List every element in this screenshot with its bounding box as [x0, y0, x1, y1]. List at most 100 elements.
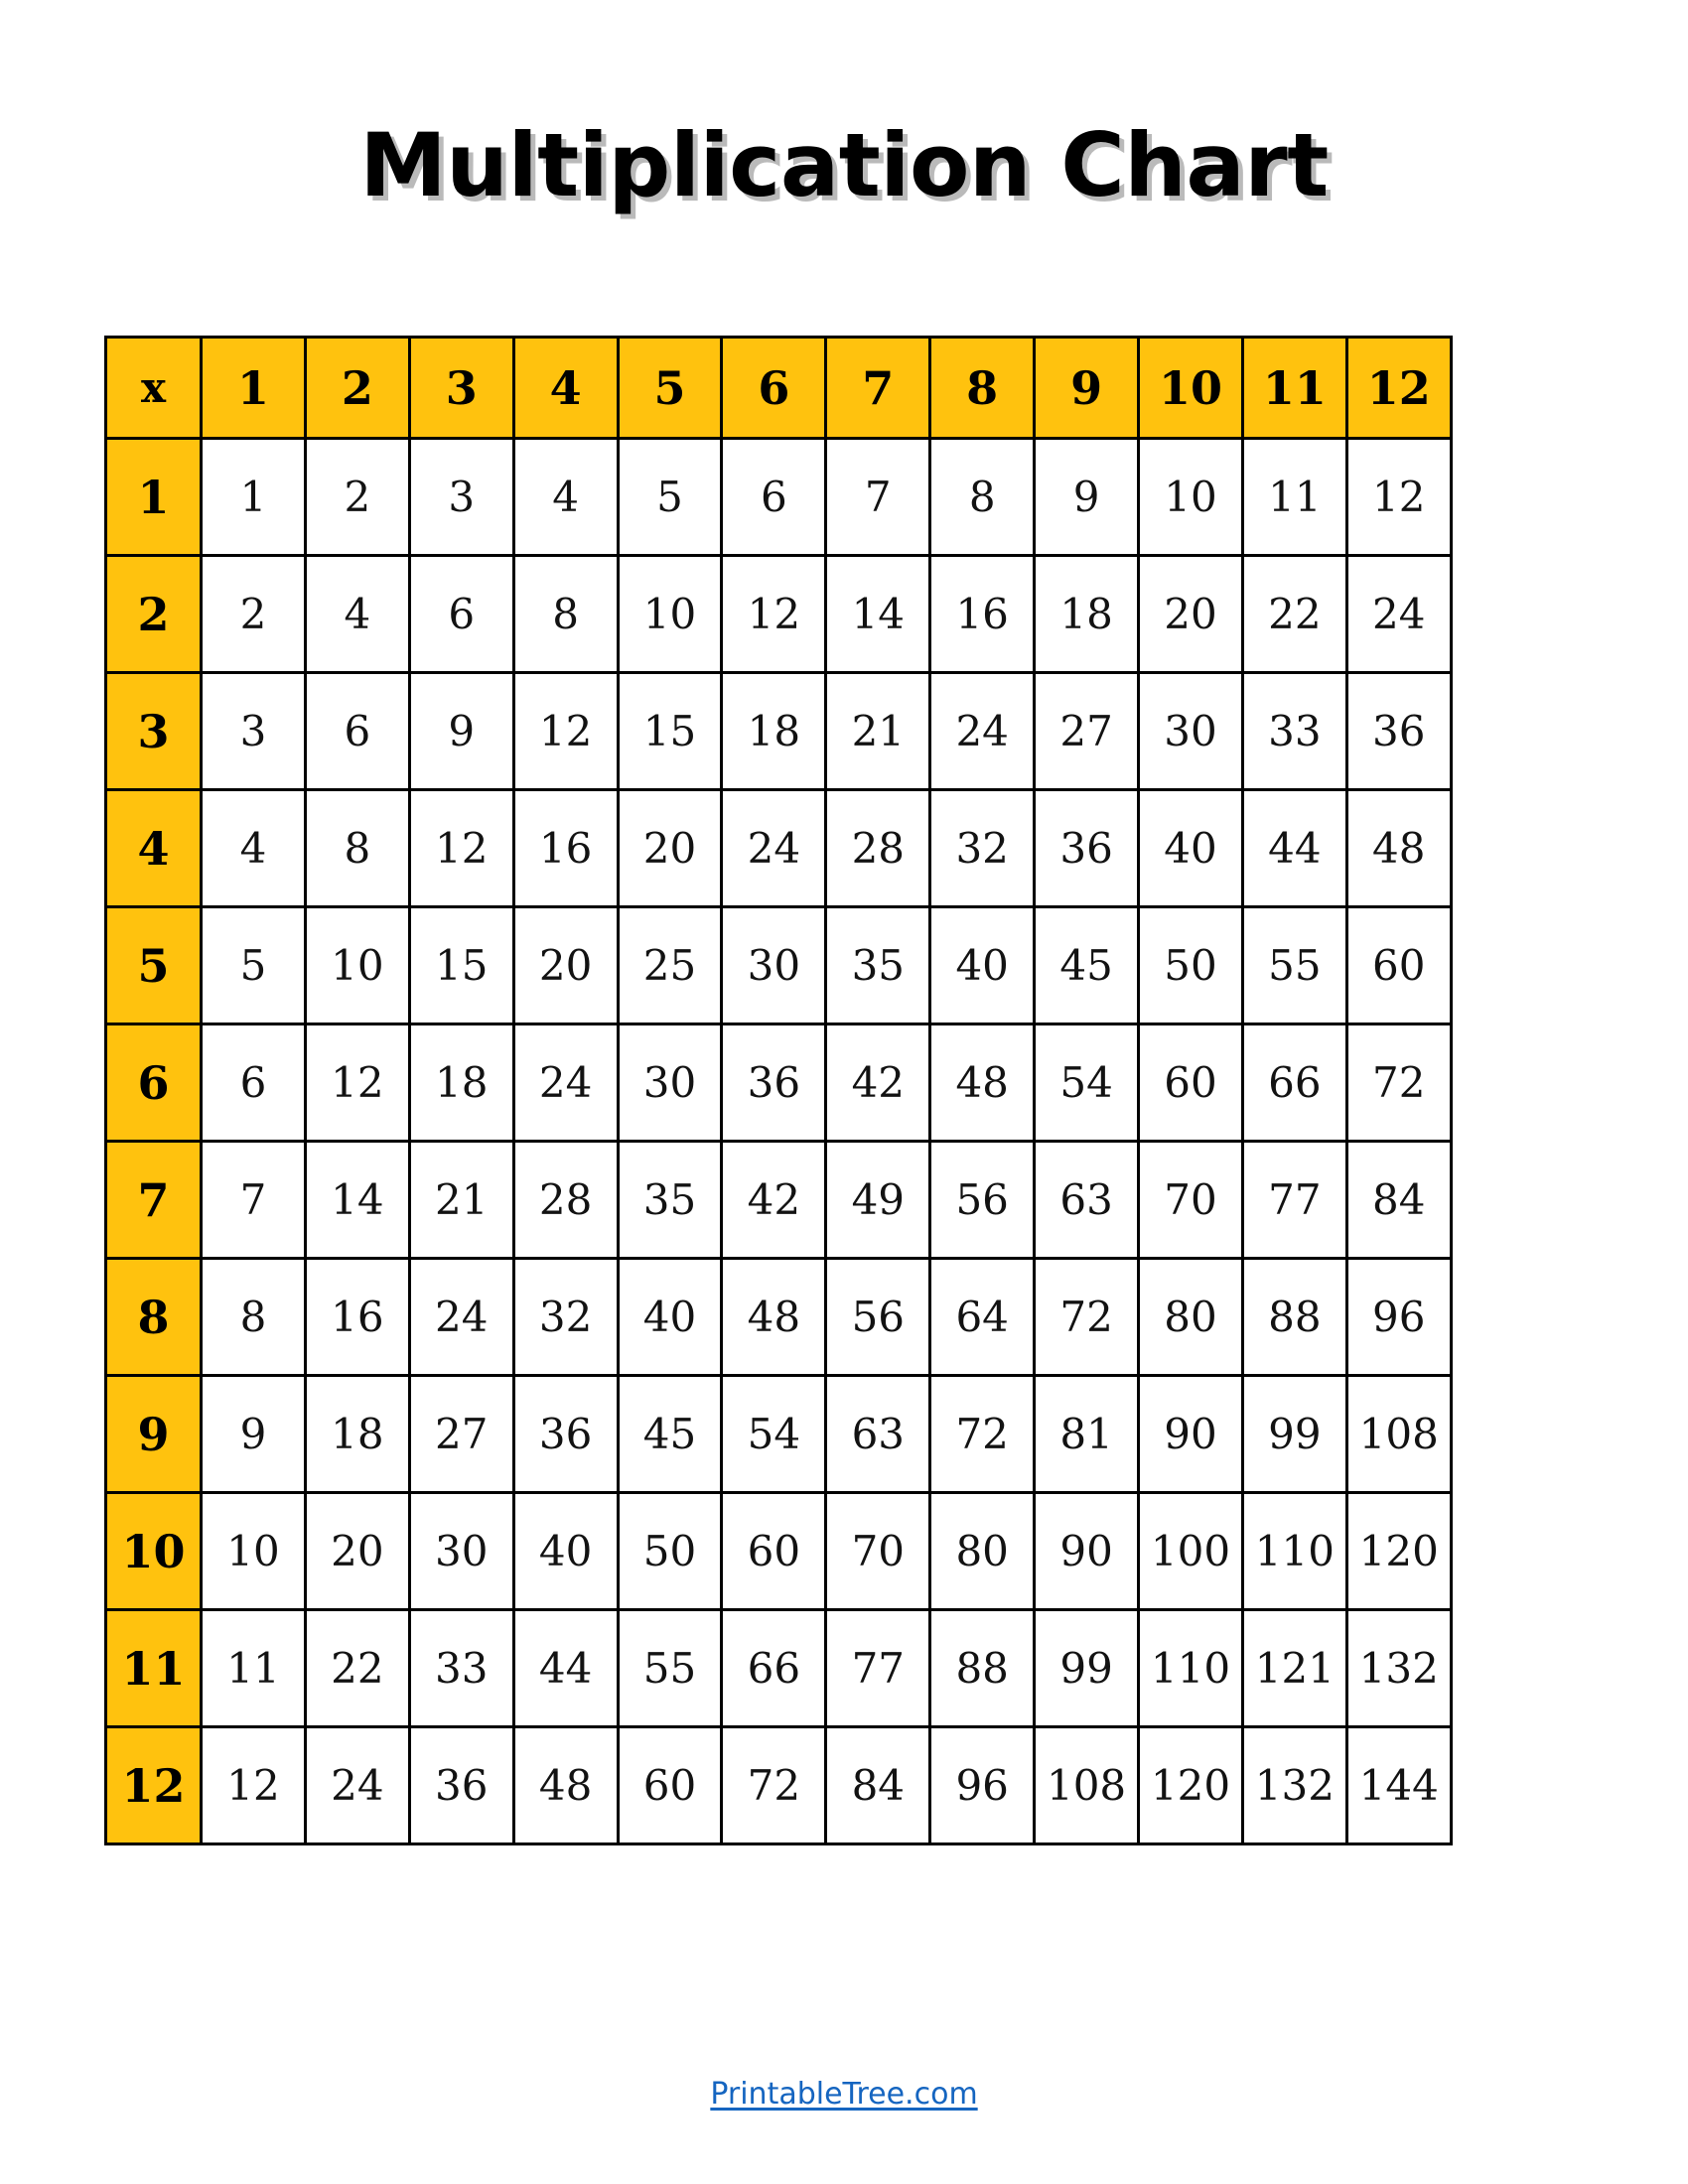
product-cell: 12 — [1344, 437, 1453, 557]
table-row: 3 3 6 9 12 15 18 21 24 27 30 33 36 — [104, 671, 1453, 791]
table-header-row: x 1 2 3 4 5 6 7 8 9 10 11 12 — [104, 336, 1453, 440]
product-cell: 64 — [928, 1257, 1037, 1377]
product-cell: 48 — [928, 1023, 1037, 1143]
product-cell: 96 — [1344, 1257, 1453, 1377]
product-cell: 3 — [407, 437, 515, 557]
product-cell: 8 — [200, 1257, 307, 1377]
product-cell: 14 — [303, 1140, 411, 1260]
table-row: 2 2 4 6 8 10 12 14 16 18 20 22 24 — [104, 554, 1453, 674]
product-cell: 48 — [511, 1725, 620, 1845]
product-cell: 45 — [616, 1374, 724, 1494]
table-row: 7 7 14 21 28 35 42 49 56 63 70 77 84 — [104, 1140, 1453, 1260]
product-cell: 60 — [1137, 1023, 1244, 1143]
product-cell: 81 — [1033, 1374, 1141, 1494]
product-cell: 56 — [824, 1257, 932, 1377]
product-cell: 4 — [511, 437, 620, 557]
product-cell: 36 — [511, 1374, 620, 1494]
page-title: Multiplication Chart — [359, 113, 1329, 216]
product-cell: 99 — [1033, 1608, 1141, 1728]
product-cell: 12 — [407, 788, 515, 908]
product-cell: 14 — [824, 554, 932, 674]
printabletree-link[interactable]: PrintableTree.com — [710, 2077, 978, 2112]
product-cell: 8 — [928, 437, 1037, 557]
row-header-9: 9 — [104, 1374, 203, 1494]
product-cell: 10 — [200, 1491, 307, 1611]
product-cell: 44 — [1240, 788, 1348, 908]
product-cell: 28 — [511, 1140, 620, 1260]
product-cell: 77 — [1240, 1140, 1348, 1260]
product-cell: 30 — [407, 1491, 515, 1611]
product-cell: 110 — [1240, 1491, 1348, 1611]
product-cell: 40 — [1137, 788, 1244, 908]
product-cell: 12 — [303, 1023, 411, 1143]
product-cell: 63 — [824, 1374, 932, 1494]
product-cell: 8 — [303, 788, 411, 908]
product-cell: 35 — [824, 905, 932, 1025]
product-cell: 42 — [720, 1140, 828, 1260]
product-cell: 9 — [1033, 437, 1141, 557]
product-cell: 21 — [824, 671, 932, 791]
product-cell: 16 — [303, 1257, 411, 1377]
product-cell: 66 — [720, 1608, 828, 1728]
product-cell: 50 — [616, 1491, 724, 1611]
product-cell: 11 — [200, 1608, 307, 1728]
product-cell: 132 — [1240, 1725, 1348, 1845]
product-cell: 55 — [616, 1608, 724, 1728]
product-cell: 24 — [720, 788, 828, 908]
table-row: 12 12 24 36 48 60 72 84 96 108 120 132 144 — [104, 1725, 1453, 1845]
product-cell: 66 — [1240, 1023, 1348, 1143]
table-row: 11 11 22 33 44 55 66 77 88 99 110 121 132 — [104, 1608, 1453, 1728]
product-cell: 45 — [1033, 905, 1141, 1025]
table-row: 1 1 2 3 4 5 6 7 8 9 10 11 12 — [104, 437, 1453, 557]
product-cell: 121 — [1240, 1608, 1348, 1728]
product-cell: 36 — [1033, 788, 1141, 908]
product-cell: 72 — [928, 1374, 1037, 1494]
row-header-2: 2 — [104, 554, 203, 674]
table-row: 4 4 8 12 16 20 24 28 32 36 40 44 48 — [104, 788, 1453, 908]
product-cell: 60 — [720, 1491, 828, 1611]
product-cell: 6 — [200, 1023, 307, 1143]
product-cell: 7 — [200, 1140, 307, 1260]
product-cell: 108 — [1344, 1374, 1453, 1494]
product-cell: 11 — [1240, 437, 1348, 557]
product-cell: 36 — [407, 1725, 515, 1845]
column-header-7: 7 — [824, 336, 932, 440]
column-header-11: 11 — [1240, 336, 1348, 440]
product-cell: 30 — [616, 1023, 724, 1143]
product-cell: 30 — [720, 905, 828, 1025]
table-row: 5 5 10 15 20 25 30 35 40 45 50 55 60 — [104, 905, 1453, 1025]
product-cell: 70 — [824, 1491, 932, 1611]
product-cell: 42 — [824, 1023, 932, 1143]
product-cell: 72 — [1033, 1257, 1141, 1377]
product-cell: 33 — [1240, 671, 1348, 791]
product-cell: 18 — [407, 1023, 515, 1143]
product-cell: 15 — [616, 671, 724, 791]
product-cell: 24 — [928, 671, 1037, 791]
product-cell: 50 — [1137, 905, 1244, 1025]
product-cell: 16 — [928, 554, 1037, 674]
product-cell: 48 — [1344, 788, 1453, 908]
product-cell: 25 — [616, 905, 724, 1025]
product-cell: 20 — [616, 788, 724, 908]
row-header-7: 7 — [104, 1140, 203, 1260]
page-title-container: Multiplication Chart — [0, 62, 1688, 270]
product-cell: 36 — [720, 1023, 828, 1143]
product-cell: 24 — [511, 1023, 620, 1143]
product-cell: 54 — [1033, 1023, 1141, 1143]
product-cell: 36 — [1344, 671, 1453, 791]
product-cell: 30 — [1137, 671, 1244, 791]
product-cell: 40 — [928, 905, 1037, 1025]
product-cell: 8 — [511, 554, 620, 674]
product-cell: 2 — [303, 437, 411, 557]
product-cell: 1 — [200, 437, 307, 557]
product-cell: 18 — [303, 1374, 411, 1494]
product-cell: 10 — [303, 905, 411, 1025]
row-header-11: 11 — [104, 1608, 203, 1728]
product-cell: 32 — [928, 788, 1037, 908]
product-cell: 72 — [1344, 1023, 1453, 1143]
product-cell: 21 — [407, 1140, 515, 1260]
product-cell: 27 — [407, 1374, 515, 1494]
column-header-12: 12 — [1344, 336, 1453, 440]
product-cell: 144 — [1344, 1725, 1453, 1845]
